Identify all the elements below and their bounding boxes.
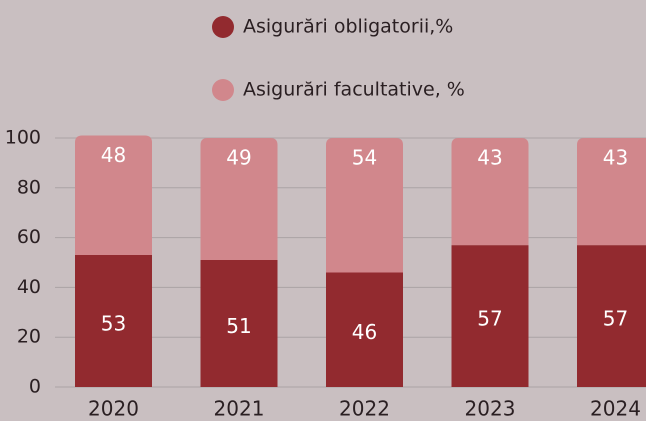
y-tick-label: 100 <box>5 127 41 149</box>
data-label: 57 <box>477 307 502 331</box>
y-tick-label: 80 <box>17 176 41 198</box>
data-label: 49 <box>226 146 251 170</box>
x-tick-label: 2021 <box>214 397 265 421</box>
data-label: 43 <box>477 146 502 170</box>
data-label: 43 <box>603 146 628 170</box>
bar-segment <box>326 138 403 273</box>
y-tick-label: 60 <box>17 226 41 248</box>
legend-label: Asigurări obligatorii,% <box>243 16 453 38</box>
legend-swatch <box>212 16 234 38</box>
bar-segment <box>577 245 646 387</box>
bar-segment <box>75 135 152 256</box>
bar-segment <box>451 138 529 246</box>
bar-segment <box>577 138 646 246</box>
y-tick-label: 40 <box>17 276 41 298</box>
bar-segment <box>200 138 278 261</box>
data-label: 53 <box>101 312 126 336</box>
legend-swatch <box>212 79 234 101</box>
bar-segment <box>451 245 529 387</box>
data-label: 46 <box>352 320 377 344</box>
bar-segment <box>200 260 278 387</box>
bar-segment <box>75 255 152 387</box>
x-tick-label: 2023 <box>465 397 516 421</box>
data-label: 57 <box>603 307 628 331</box>
x-tick-label: 2022 <box>339 397 390 421</box>
y-tick-label: 0 <box>29 376 41 398</box>
data-label: 51 <box>226 314 251 338</box>
legend-label: Asigurări facultative, % <box>243 79 465 101</box>
data-label: 54 <box>352 146 377 170</box>
bar-segment <box>326 272 403 387</box>
x-tick-label: 2020 <box>88 397 139 421</box>
y-tick-label: 20 <box>17 326 41 348</box>
data-label: 48 <box>101 143 126 167</box>
x-tick-label: 2024 <box>590 397 641 421</box>
